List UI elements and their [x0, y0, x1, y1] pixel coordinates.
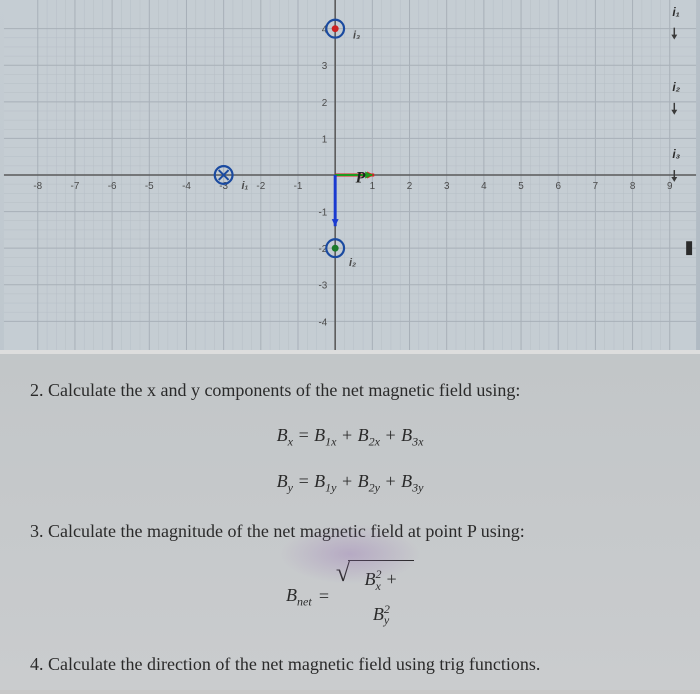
svg-text:5: 5 [518, 181, 524, 192]
sym: = [297, 425, 314, 445]
sym: B [314, 471, 325, 491]
sym: B [286, 585, 297, 605]
svg-text:-4: -4 [182, 181, 191, 192]
svg-text:3: 3 [444, 181, 450, 192]
sym: + [384, 425, 401, 445]
sym: y [384, 613, 389, 627]
svg-text:i₁: i₁ [672, 5, 679, 19]
sym: 3x [412, 435, 423, 449]
svg-text:-7: -7 [71, 181, 80, 192]
sym: = [297, 471, 314, 491]
sym: B [401, 425, 412, 445]
svg-text:6: 6 [555, 181, 561, 192]
sym: 2x [369, 435, 380, 449]
svg-text:-1: -1 [294, 181, 303, 192]
svg-text:1: 1 [370, 181, 376, 192]
svg-text:i₂: i₂ [672, 80, 680, 94]
sym: B [401, 471, 412, 491]
problem-text-panel: 2. Calculate the x and y components of t… [0, 354, 700, 690]
svg-text:i₁: i₁ [241, 180, 248, 192]
svg-text:9: 9 [667, 181, 673, 192]
sym: 1x [325, 435, 336, 449]
svg-text:7: 7 [593, 181, 599, 192]
sym: B [277, 471, 288, 491]
svg-text:2: 2 [407, 181, 413, 192]
svg-text:4: 4 [481, 181, 487, 192]
sym: B [358, 425, 369, 445]
svg-text:-1: -1 [318, 208, 327, 219]
sym: net [297, 595, 312, 609]
sym: 3y [412, 481, 423, 495]
sym: 1y [325, 481, 336, 495]
formula-by: By = B1y + B2y + B3y [30, 465, 670, 499]
question-3: 3. Calculate the magnitude of the net ma… [30, 521, 670, 542]
sym: B [365, 569, 376, 589]
sym: B [373, 604, 384, 624]
sym: B [277, 425, 288, 445]
coordinate-grid: -8-7-6-5-4-3-2-11234567891234-1-2-3-4Pi₃… [0, 0, 700, 350]
svg-text:P: P [356, 169, 366, 186]
formula-bx: Bx = B1x + B2x + B3x [30, 419, 670, 453]
svg-text:-6: -6 [108, 181, 117, 192]
graph-panel: -8-7-6-5-4-3-2-11234567891234-1-2-3-4Pi₃… [0, 0, 700, 354]
sym: y [288, 481, 293, 495]
svg-text:i₃: i₃ [353, 30, 360, 42]
svg-text:-5: -5 [145, 181, 154, 192]
formula-bnet: Bnet = √ B2x + B2y [30, 560, 670, 631]
svg-text:2: 2 [322, 98, 328, 109]
sym: 2y [369, 481, 380, 495]
svg-text:i₂: i₂ [349, 257, 356, 269]
svg-text:1: 1 [322, 134, 328, 145]
sym: x [376, 579, 381, 593]
sym: + [341, 425, 358, 445]
svg-text:8: 8 [630, 181, 636, 192]
question-2: 2. Calculate the x and y components of t… [30, 380, 670, 401]
svg-text:-8: -8 [33, 181, 42, 192]
sym: B [314, 425, 325, 445]
svg-text:-3: -3 [318, 281, 327, 292]
question-4: 4. Calculate the direction of the net ma… [30, 654, 670, 675]
svg-text:3: 3 [322, 61, 328, 72]
sym: + [341, 471, 358, 491]
svg-text:-2: -2 [256, 181, 265, 192]
sym: = [318, 580, 330, 612]
svg-text:-4: -4 [318, 317, 327, 328]
sym: x [288, 435, 293, 449]
svg-text:i₃: i₃ [672, 147, 680, 161]
sym: + [384, 471, 401, 491]
sym: B [358, 471, 369, 491]
sym: + [385, 569, 397, 589]
